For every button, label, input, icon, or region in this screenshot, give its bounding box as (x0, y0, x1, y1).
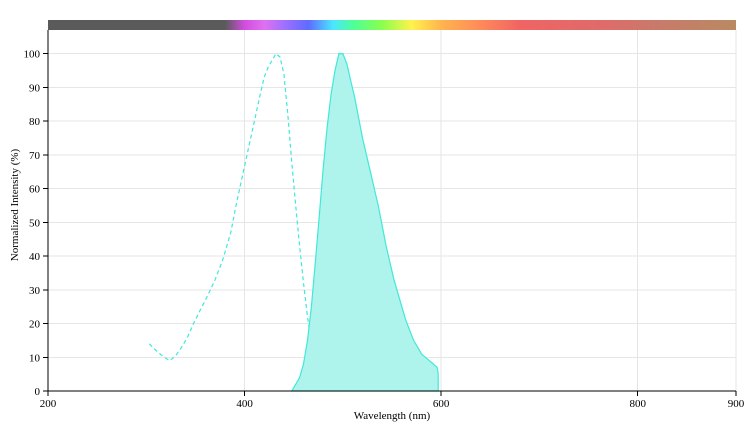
y-tick-label: 50 (29, 217, 41, 229)
wavelength-color-bar (48, 20, 736, 30)
x-tick-label: 400 (236, 398, 253, 410)
y-tick-label: 30 (29, 285, 41, 297)
series-layer (148, 52, 439, 392)
x-tick-label: 600 (433, 398, 450, 410)
y-axis-title: Normalized Intensity (%) (9, 148, 21, 261)
axes: 0 10 20 30 40 50 60 70 80 90 100 200 400 600 800 900 (24, 30, 745, 410)
y-tick-label: 100 (24, 49, 41, 61)
y-tick-label: 40 (29, 251, 41, 263)
emission-spectrum-area (290, 53, 439, 392)
gridlines (48, 30, 737, 391)
y-tick-label: 90 (29, 82, 41, 94)
y-tick-label: 60 (29, 184, 41, 196)
x-tick-label: 200 (40, 398, 57, 410)
y-tick-label: 0 (35, 386, 41, 398)
y-tick-label: 20 (29, 319, 41, 331)
x-axis-title: Wavelength (nm) (354, 410, 431, 422)
y-tick-label: 70 (29, 150, 41, 162)
x-tick-label: 900 (728, 398, 745, 410)
x-tick-label: 800 (629, 398, 646, 410)
y-tick-label: 80 (29, 116, 41, 128)
excitation-spectrum-line (148, 52, 325, 392)
y-tick-label: 10 (29, 352, 41, 364)
